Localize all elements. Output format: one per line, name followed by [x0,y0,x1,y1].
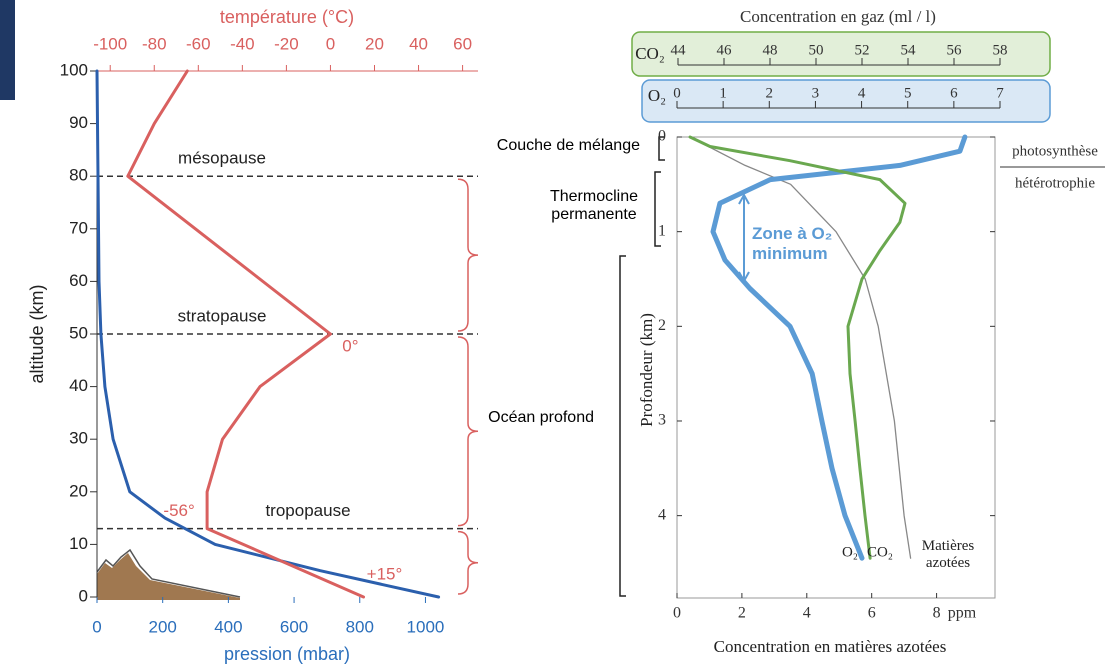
y-tick-label: 70 [69,218,88,237]
x-tick-label: 56 [947,42,963,58]
y-tick-label: 10 [69,534,88,553]
x-tick-label: 60 [453,34,472,53]
y-tick-label: 4 [658,506,666,523]
x-tick-label: 54 [901,42,917,58]
series-name: Matières azotées [921,538,975,571]
y-tick-label: 0 [79,586,88,605]
series-name: CO₂ [867,544,893,560]
zone-brackets [619,136,665,597]
y-tick-label: 80 [69,166,88,185]
value-label: 0° [342,336,358,355]
zone-label: Océan profond [488,409,594,426]
y-tick-label: 2 [658,317,666,334]
y-tick-label: 0 [658,128,666,145]
series-line [688,135,907,560]
x-tick-label: 1 [719,85,727,101]
x-tick-label: 52 [855,42,870,58]
o2-axis-box [641,79,1051,123]
x-tick-label: 48 [763,42,778,58]
y-tick-label: 100 [60,60,88,79]
x-tick-label: 2 [738,605,746,622]
corner-block [0,0,15,100]
layer-brace [457,336,479,527]
y-tick-label: 40 [69,376,88,395]
x-tick-label: 0 [673,605,681,622]
layer-brace [457,530,479,595]
x-tick-label: 44 [671,42,687,58]
series-line [95,69,441,599]
series-name: O₂ [842,544,858,560]
x-tick-label: 1000 [407,617,445,636]
axis-label: CO₂ [635,44,665,63]
zone-label: Thermocline permanente [549,188,639,223]
axis-label: Profondeur (km) [637,313,656,427]
co2-axis-box [631,31,1051,77]
zone-arrow [738,192,750,284]
y-tick-label: 1 [658,222,666,239]
x-tick-label: 46 [717,42,733,58]
axis-label: Concentration en gaz (ml / l) [740,7,936,26]
x-tick-label: 6 [950,85,958,101]
value-label: -56° [163,501,194,520]
plot-frame [676,136,996,599]
axis-label: pression (mbar) [224,644,350,664]
mountain-icon [97,553,240,600]
y-tick-label: 90 [69,113,88,132]
x-tick-label: 0 [92,617,101,636]
x-tick-label: 8 [933,605,941,622]
layer-brace [457,178,479,332]
axis-label: ppm [948,605,977,622]
x-tick-label: -40 [230,34,255,53]
x-tick-label: 0 [673,85,681,101]
x-tick-label: 800 [346,617,374,636]
series-line [689,136,912,559]
y-tick-label: 50 [69,323,88,342]
zone-label: Couche de mélange [496,137,640,154]
axis-label: Concentration en matières azotées [714,637,947,656]
x-tick-label: 200 [149,617,177,636]
reference-label: stratopause [178,306,267,325]
x-tick-label: -100 [93,34,127,53]
y-tick-label: 30 [69,429,88,448]
x-tick-label: -80 [142,34,167,53]
reference-label: mésopause [178,149,266,168]
series-line [126,69,365,599]
x-tick-label: 7 [996,85,1004,101]
x-tick-label: 20 [365,34,384,53]
x-tick-label: 4 [858,85,866,101]
x-tick-label: 6 [868,605,876,622]
x-tick-label: 2 [766,85,774,101]
x-tick-label: 400 [214,617,242,636]
x-tick-label: 600 [280,617,308,636]
axis-label: O₂ [648,86,666,105]
y-tick-label: 60 [69,271,88,290]
annotation: hétérotrophie [1015,175,1095,191]
y-tick-label: 20 [69,481,88,500]
x-tick-label: 5 [904,85,912,101]
axis-label: température (°C) [220,7,354,27]
annotation: Zone à O₂ minimum [752,224,833,263]
axis-label: altitude (km) [27,284,47,383]
mountain-outline [96,548,241,598]
reference-label: tropopause [265,501,350,520]
y-tick-label: 3 [658,412,666,429]
x-tick-label: -60 [186,34,211,53]
x-tick-label: 50 [809,42,824,58]
x-tick-label: 40 [409,34,428,53]
x-tick-label: -20 [274,34,299,53]
x-tick-label: 4 [803,605,811,622]
series-line [710,134,968,561]
annotation: photosynthèse [1012,143,1098,159]
x-tick-label: 0 [326,34,335,53]
x-tick-label: 3 [812,85,820,101]
x-tick-label: 58 [993,42,1008,58]
value-label: +15° [367,564,403,583]
